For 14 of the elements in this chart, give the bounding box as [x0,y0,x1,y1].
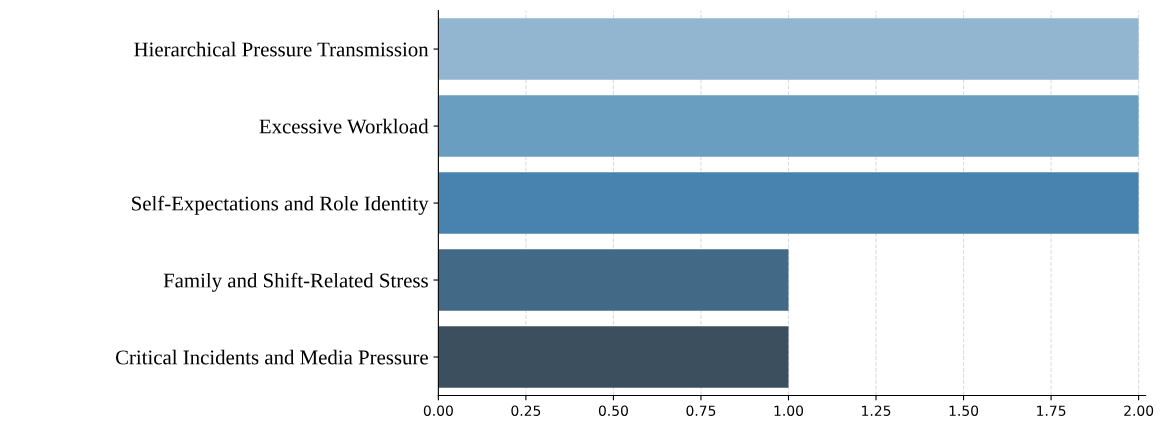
x-tick-label: 2.00 [1124,405,1154,416]
y-tick-label: Critical Incidents and Media Pressure [115,349,428,365]
y-tick-label: Excessive Workload [259,118,429,134]
y-tick-label: Family and Shift-Related Stress [163,272,428,292]
y-tick-label: Hierarchical Pressure Transmission [134,41,429,57]
x-tick-label: 1.25 [862,405,891,416]
x-tick-label: 1.00 [774,405,804,416]
x-tick-label: 0.25 [511,405,541,416]
x-tick-label: 1.75 [1037,405,1066,416]
x-tick-label: 1.50 [949,405,979,416]
x-tick-label: 0.75 [686,405,716,416]
x-tick-label: 0.50 [598,405,628,416]
y-tick-label: Self-Expectations and Role Identity [132,195,429,215]
x-tick-label: 0.00 [423,405,453,416]
